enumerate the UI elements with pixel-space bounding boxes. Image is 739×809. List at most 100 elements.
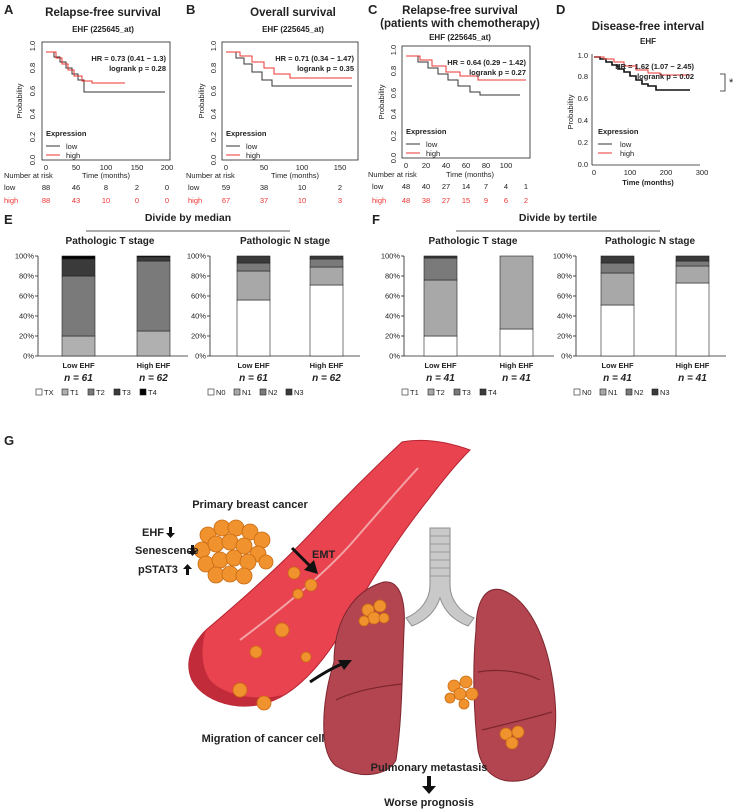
risk-value: 8 (104, 183, 108, 192)
bar-segment-t2 (499, 255, 534, 330)
panel-c: C Relapse-free survival (patients with c… (368, 2, 540, 205)
bar-segment-t3 (136, 256, 171, 262)
y-tick: 0.8 (578, 72, 588, 81)
x-tick: 300 (696, 168, 709, 177)
panel-b: B Overall survival EHF (225645_at) Proba… (186, 2, 359, 205)
bar-segment-n3 (600, 255, 635, 264)
y-tick: 0.8 (28, 63, 37, 73)
legend-swatch (285, 388, 293, 396)
legend-title: Expression (46, 129, 87, 138)
panel-d-logrank: logrank p = 0.02 (637, 72, 694, 81)
legend-high: high (246, 151, 260, 160)
panel-d-yticks: 0.0 0.2 0.4 0.6 0.8 1.0 (578, 51, 588, 169)
y-tick: 0.4 (389, 109, 398, 119)
panel-c-title-line2: (patients with chemotherapy) (380, 18, 540, 30)
legend-label: N0 (582, 388, 592, 397)
bar-segment-t2 (61, 275, 96, 337)
category-label: High EHF (500, 361, 534, 370)
legend-swatch (625, 388, 633, 396)
chart-e-pathologic-t-stage: Pathologic T stage 0% 20% 40% 60% 80% 100% Low … (15, 236, 188, 397)
label-senescence: Senescence (135, 545, 199, 557)
emt-arrow-head (304, 560, 318, 574)
y-tick-label: 80% (19, 272, 34, 281)
chart-e-pathologic-n-stage: Pathologic N stage 0% 20% 40% 60% 80% 100% Low … (187, 236, 360, 397)
chart-title: Pathologic T stage (66, 236, 155, 247)
legend-swatch (61, 388, 69, 396)
bar-segment-n2 (600, 262, 635, 274)
risk-value: 2 (135, 183, 139, 192)
risk-value: 46 (72, 183, 80, 192)
panel-d-gene: EHF (640, 37, 656, 46)
bar-segment-n1 (600, 272, 635, 306)
label-emt: EMT (312, 549, 336, 561)
legend-swatch (453, 388, 461, 396)
km-curve-low (226, 51, 352, 87)
x-tick: 100 (296, 163, 309, 172)
chart-f-pathologic-t-stage: Pathologic T stage 0% 20% 40% 60% 80% 100% Low … (381, 236, 554, 397)
y-tick: 1.0 (389, 45, 398, 55)
vessel-cut-face (188, 630, 286, 707)
bar-segment-n0 (236, 299, 271, 357)
risk-value: 1 (524, 182, 528, 191)
sample-size-label: n = 41 (426, 373, 455, 384)
legend-high: high (66, 151, 80, 160)
lung-fissure (335, 683, 403, 701)
y-tick: 0.6 (389, 88, 398, 98)
y-tick-label: 60% (557, 292, 572, 301)
risk-value: 10 (102, 196, 110, 205)
panel-a-hr: HR = 0.73 (0.41 − 1.3) (91, 54, 166, 63)
risk-value: 7 (484, 182, 488, 191)
risk-row-high: high 48 38 27 15 9 6 2 (372, 196, 528, 205)
panel-letter-c: C (368, 2, 378, 17)
bar-segment-t4 (423, 255, 458, 259)
legend-swatch (651, 388, 659, 396)
category-label: Low EHF (62, 361, 94, 370)
risk-value: 10 (298, 183, 306, 192)
bar-segment-n2 (236, 262, 271, 272)
sample-size-label: n = 61 (64, 373, 93, 384)
legend-swatch (87, 388, 95, 396)
bar-segment-n2 (309, 258, 344, 268)
risk-value: 59 (222, 183, 230, 192)
y-tick: 0.8 (209, 63, 218, 73)
category-label: Low EHF (424, 361, 456, 370)
y-tick-label: 40% (385, 312, 400, 321)
y-tick: 0.0 (28, 155, 37, 165)
panel-b-ylabel: Probability (197, 83, 206, 118)
risk-row-low: low 59 38 10 2 (188, 183, 342, 192)
panel-d-xlabel: Time (months) (622, 178, 674, 187)
y-tick: 0.2 (578, 138, 588, 147)
legend-swatch (479, 388, 487, 396)
panel-d-ylabel: Probability (566, 94, 575, 129)
panel-g: G (4, 433, 557, 809)
y-tick-label: 20% (191, 332, 206, 341)
risk-value: 0 (165, 183, 169, 192)
risk-value: 27 (442, 196, 450, 205)
x-tick: 0 (224, 163, 228, 172)
x-tick: 50 (72, 163, 80, 172)
x-tick: 200 (161, 163, 174, 172)
risk-label: low (372, 182, 384, 191)
right-lung (473, 588, 557, 782)
y-tick-label: 0% (23, 352, 34, 361)
risk-value: 88 (42, 183, 50, 192)
legend-low: low (246, 142, 258, 151)
legend-label: N3 (660, 388, 670, 397)
down-arrow-icon (188, 545, 197, 556)
chart-title: Pathologic N stage (605, 236, 695, 247)
y-tick-label: 40% (19, 312, 34, 321)
panel-b-logrank: logrank p = 0.35 (297, 64, 354, 73)
y-tick: 1.0 (209, 41, 218, 51)
risk-label: high (188, 196, 202, 205)
y-tick-label: 80% (385, 272, 400, 281)
panel-d-hr: HR = 1.62 (1.07 − 2.45) (615, 62, 694, 71)
panel-a-plot-frame (41, 41, 171, 161)
y-tick-label: 0% (195, 352, 206, 361)
risk-row-low: low 88 46 8 2 0 (4, 183, 169, 192)
legend-label: N1 (242, 388, 252, 397)
bar-segment-n0 (675, 282, 710, 357)
risk-label: low (4, 183, 16, 192)
legend-label: T2 (436, 388, 445, 397)
risk-value: 4 (504, 182, 508, 191)
legend-label: T4 (148, 388, 157, 397)
